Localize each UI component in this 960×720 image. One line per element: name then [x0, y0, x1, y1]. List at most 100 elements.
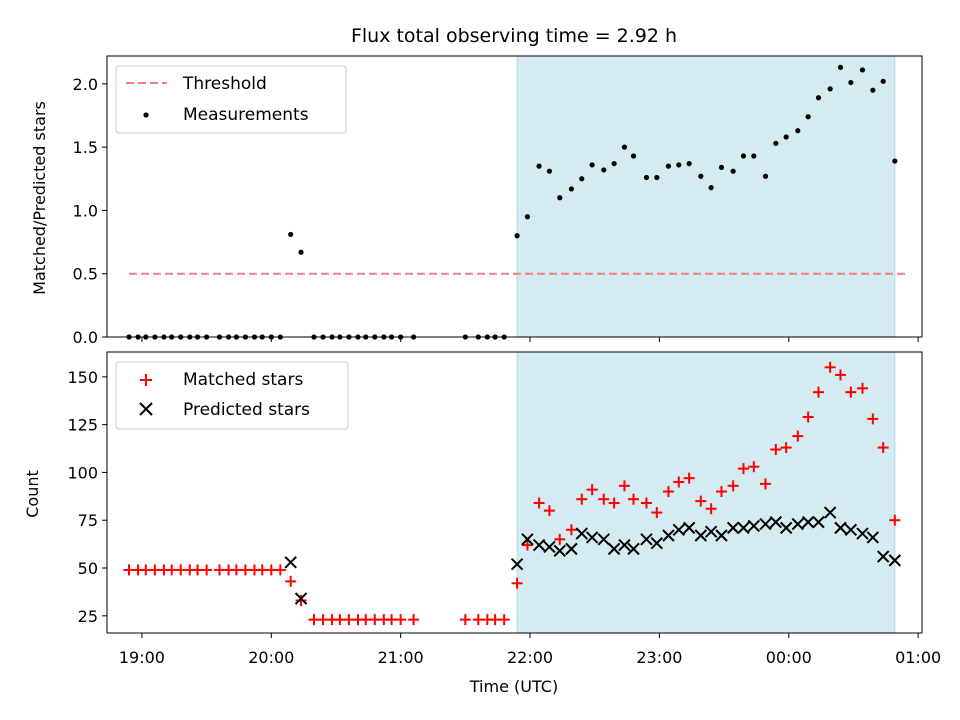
- measurement-point: [589, 162, 595, 168]
- measurement-point: [579, 176, 585, 182]
- legend-measurements-swatch: [143, 112, 149, 118]
- predicted-star-marker: [812, 515, 825, 529]
- matched-star-marker: [628, 493, 640, 505]
- matched-star-marker: [565, 524, 577, 536]
- measurement-point: [762, 173, 769, 179]
- measurement-point: [621, 144, 628, 150]
- matched-star-marker: [608, 497, 620, 509]
- bottom-panel: 25 50 75 100 125 150 19:00 20:00 21:00 22:00 23:0…: [23, 351, 941, 696]
- matched-star-marker: [770, 443, 782, 455]
- matched-star-marker: [802, 411, 814, 423]
- bottom-x-tick-label: 22:00: [507, 648, 553, 667]
- predicted-star-marker: [769, 515, 783, 529]
- predicted-star-marker: [747, 519, 761, 533]
- bottom-x-axis: 19:00 20:00 21:00 22:00 23:00 00:00 01:00: [119, 633, 941, 667]
- measurement-point: [773, 140, 779, 146]
- matched-star-marker: [498, 614, 510, 626]
- measurement-point: [665, 163, 672, 169]
- matched-star-marker: [201, 564, 213, 576]
- measurement-point: [740, 153, 747, 159]
- legend-matched-label: Matched stars: [183, 370, 303, 390]
- top-x-axis: [141, 337, 919, 342]
- top-y-tick-label: 1.0: [73, 201, 98, 220]
- top-y-tick-label: 2.0: [73, 75, 98, 94]
- top-y-tick-label: 0.0: [73, 328, 98, 347]
- matched-star-marker: [408, 614, 420, 626]
- matched-star-marker: [792, 430, 804, 442]
- predicted-star-marker: [791, 517, 805, 531]
- measurement-point: [837, 64, 844, 70]
- measurement-point: [859, 67, 866, 73]
- bottom-y-axis-label: Count: [23, 470, 42, 518]
- top-panel: 0.00.51.01.52.0 Matched/Predicted stars …: [30, 55, 923, 347]
- measurement-point: [611, 160, 617, 167]
- matched-stars-markers: [123, 361, 901, 626]
- predicted-star-marker: [856, 527, 869, 540]
- measurement-point: [546, 168, 553, 174]
- predicted-star-marker: [284, 556, 297, 569]
- top-y-tick-label: 0.5: [73, 265, 98, 284]
- matched-star-marker: [274, 564, 286, 576]
- matched-star-marker: [640, 497, 652, 509]
- matched-star-marker: [395, 614, 407, 626]
- matched-star-marker: [867, 413, 879, 425]
- bottom-y-tick-label: 100: [67, 463, 98, 482]
- measurement-point: [827, 86, 833, 92]
- matched-star-marker: [856, 382, 868, 394]
- matched-star-marker: [759, 478, 771, 490]
- measurement-point: [298, 249, 304, 255]
- predicted-star-marker: [532, 538, 546, 552]
- predicted-star-marker: [510, 557, 524, 571]
- measurement-point: [848, 79, 854, 86]
- measurement-point: [795, 128, 801, 134]
- matched-star-marker: [459, 614, 471, 626]
- matched-star-marker: [618, 480, 630, 492]
- predicted-stars-markers: [284, 506, 902, 605]
- bottom-x-tick-label: 00:00: [766, 648, 812, 667]
- legend-measurements-label: Measurements: [183, 105, 309, 125]
- measurement-point: [698, 173, 704, 179]
- measurement-point: [751, 153, 757, 159]
- bottom-y-tick-label: 125: [67, 416, 98, 435]
- predicted-star-marker: [294, 592, 308, 605]
- matched-star-marker: [651, 507, 663, 519]
- measurement-point: [514, 233, 520, 239]
- matched-star-marker: [586, 484, 598, 496]
- legend-threshold-label: Threshold: [182, 74, 267, 94]
- bottom-x-axis-label: Time (UTC): [469, 677, 558, 696]
- measurement-point: [536, 163, 542, 169]
- matched-star-marker: [889, 514, 901, 526]
- measurement-point: [686, 160, 692, 167]
- measurement-point: [815, 95, 822, 101]
- legend-predicted-swatch: [139, 402, 153, 416]
- predicted-star-marker: [662, 529, 675, 542]
- matched-star-marker: [780, 442, 792, 454]
- predicted-star-marker: [585, 531, 599, 544]
- measurement-point: [676, 162, 682, 168]
- matched-star-marker: [533, 497, 545, 509]
- matched-star-marker: [835, 369, 846, 381]
- measurement-point: [654, 174, 660, 181]
- predicted-star-marker: [672, 523, 686, 536]
- matched-star-marker: [576, 493, 588, 505]
- predicted-star-marker: [876, 550, 890, 563]
- predicted-star-marker: [565, 542, 578, 556]
- bottom-y-tick-label: 150: [67, 368, 98, 387]
- predicted-star-marker: [607, 542, 621, 556]
- matched-star-marker: [683, 472, 695, 484]
- matched-star-marker: [598, 493, 610, 505]
- top-axes-frame: [106, 55, 923, 338]
- matched-star-marker: [845, 386, 857, 398]
- predicted-star-marker: [779, 521, 793, 535]
- matched-star-marker: [673, 476, 685, 488]
- bottom-x-tick-label: 21:00: [378, 648, 424, 667]
- bottom-x-tick-label: 01:00: [895, 648, 941, 667]
- bottom-x-tick-label: 20:00: [248, 648, 294, 667]
- predicted-star-marker: [759, 517, 772, 531]
- predicted-star-marker: [627, 542, 640, 556]
- matched-star-marker: [737, 463, 749, 475]
- predicted-star-marker: [694, 529, 707, 542]
- measurement-point: [524, 214, 531, 220]
- measurement-point: [805, 114, 811, 120]
